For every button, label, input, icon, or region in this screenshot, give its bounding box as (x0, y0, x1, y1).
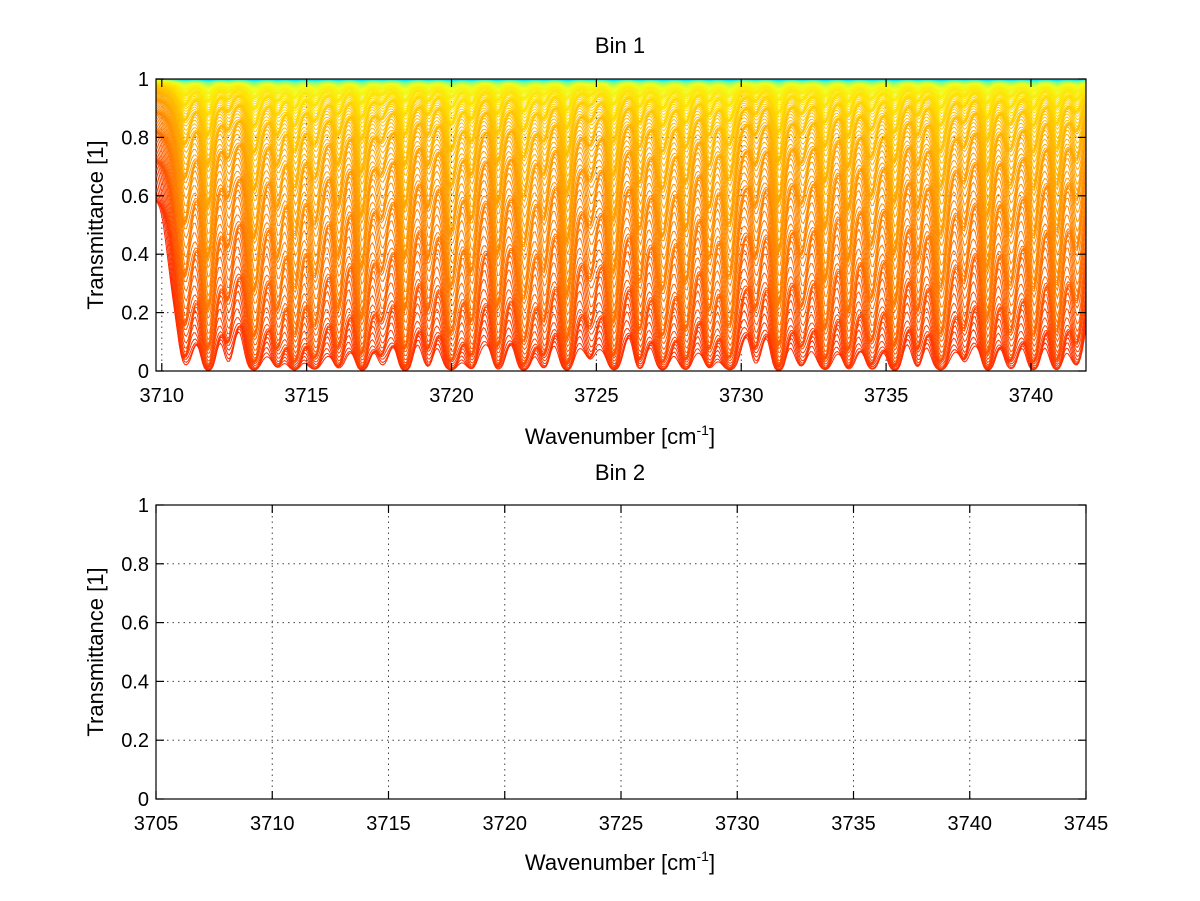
transmittance-trace (155, 190, 1087, 371)
transmittance-trace (155, 196, 1087, 371)
x-tick-label: 3715 (366, 813, 411, 835)
y-tick-label: 0.4 (121, 244, 149, 266)
y-tick-label: 1 (138, 495, 149, 517)
transmittance-trace (155, 110, 1087, 289)
transmittance-trace (155, 90, 1087, 190)
x-tick-label: 3745 (1064, 813, 1109, 835)
x-tick-label: 3740 (948, 813, 993, 835)
bin-2-panel: Bin 2 3705 3710 3715 3720 3725 3730 3735 3740 37… (83, 460, 1108, 875)
x-tick-label: 3720 (483, 813, 528, 835)
transmittance-trace (155, 81, 1087, 110)
transmittance-trace (155, 147, 1087, 358)
x-tick-label: 3725 (574, 385, 619, 407)
x-tick-label: 3710 (250, 813, 295, 835)
transmittance-trace (155, 97, 1087, 230)
transmittance-trace (155, 98, 1087, 242)
transmittance-trace (155, 85, 1087, 149)
transmittance-trace (155, 82, 1087, 124)
transmittance-trace (155, 159, 1087, 364)
x-tick-label: 3705 (134, 813, 179, 835)
transmittance-trace (155, 98, 1087, 236)
x-tick-label: 3730 (715, 813, 760, 835)
bin-2-ticks: 3705 3710 3715 3720 3725 3730 3735 3740 3745 0 0.2… (121, 495, 1108, 835)
bin-1-xlabel: Wavenumber [cm-1] (525, 422, 715, 449)
y-tick-label: 0.2 (121, 730, 149, 752)
bin-1-ylabel: Transmittance [1] (83, 140, 108, 309)
y-tick-label: 0 (138, 789, 149, 811)
transmittance-trace (156, 80, 1087, 99)
transmittance-trace (155, 91, 1087, 194)
x-tick-label: 3710 (140, 385, 185, 407)
y-tick-label: 0.6 (121, 186, 149, 208)
bin-2-title: Bin 2 (595, 460, 645, 485)
y-tick-label: 0.2 (121, 303, 149, 325)
transmittance-trace (155, 129, 1087, 337)
bin-1-ticks: 3710 3715 3720 3725 3730 3735 3740 0 0.2 0.4 0.6 0.… (121, 69, 1086, 407)
bin-1-axes-box (155, 78, 1087, 372)
x-tick-label: 3735 (864, 385, 909, 407)
bin-1-traces (155, 78, 1087, 372)
x-tick-label: 3720 (429, 385, 474, 407)
x-tick-label: 3740 (1009, 385, 1054, 407)
transmittance-trace (155, 130, 1087, 340)
transmittance-trace (155, 108, 1087, 283)
bin-2-ylabel: Transmittance [1] (83, 567, 108, 736)
transmittance-trace (155, 86, 1087, 153)
y-tick-label: 0.4 (121, 671, 149, 693)
transmittance-trace (155, 83, 1087, 127)
x-tick-label: 3715 (284, 385, 329, 407)
transmittance-trace (155, 99, 1087, 249)
transmittance-trace (155, 126, 1087, 332)
transmittance-trace (155, 122, 1087, 326)
x-tick-label: 3730 (719, 385, 764, 407)
transmittance-trace (155, 83, 1087, 128)
x-tick-label: 3725 (599, 813, 644, 835)
transmittance-trace (155, 80, 1087, 98)
y-tick-label: 1 (138, 69, 149, 91)
y-tick-label: 0.8 (121, 127, 149, 149)
transmittance-trace (155, 199, 1087, 371)
bin-1-title: Bin 1 (595, 33, 645, 58)
x-tick-label: 3735 (831, 813, 876, 835)
transmittance-trace (155, 157, 1087, 363)
transmittance-trace (155, 86, 1087, 155)
y-tick-label: 0.8 (121, 554, 149, 576)
y-tick-label: 0 (138, 361, 149, 383)
bin-2-xlabel: Wavenumber [cm-1] (525, 848, 715, 875)
y-tick-label: 0.6 (121, 613, 149, 635)
transmittance-trace (155, 81, 1087, 109)
bin-2-grid (156, 505, 1086, 799)
transmittance-trace (155, 153, 1087, 361)
bin-1-panel: Bin 1 3710 3715 3720 3725 3730 3735 3740 0 0.2 0.… (83, 33, 1087, 449)
transmittance-trace (155, 89, 1087, 185)
transmittance-trace (155, 183, 1087, 370)
transmittance-trace (155, 111, 1087, 295)
